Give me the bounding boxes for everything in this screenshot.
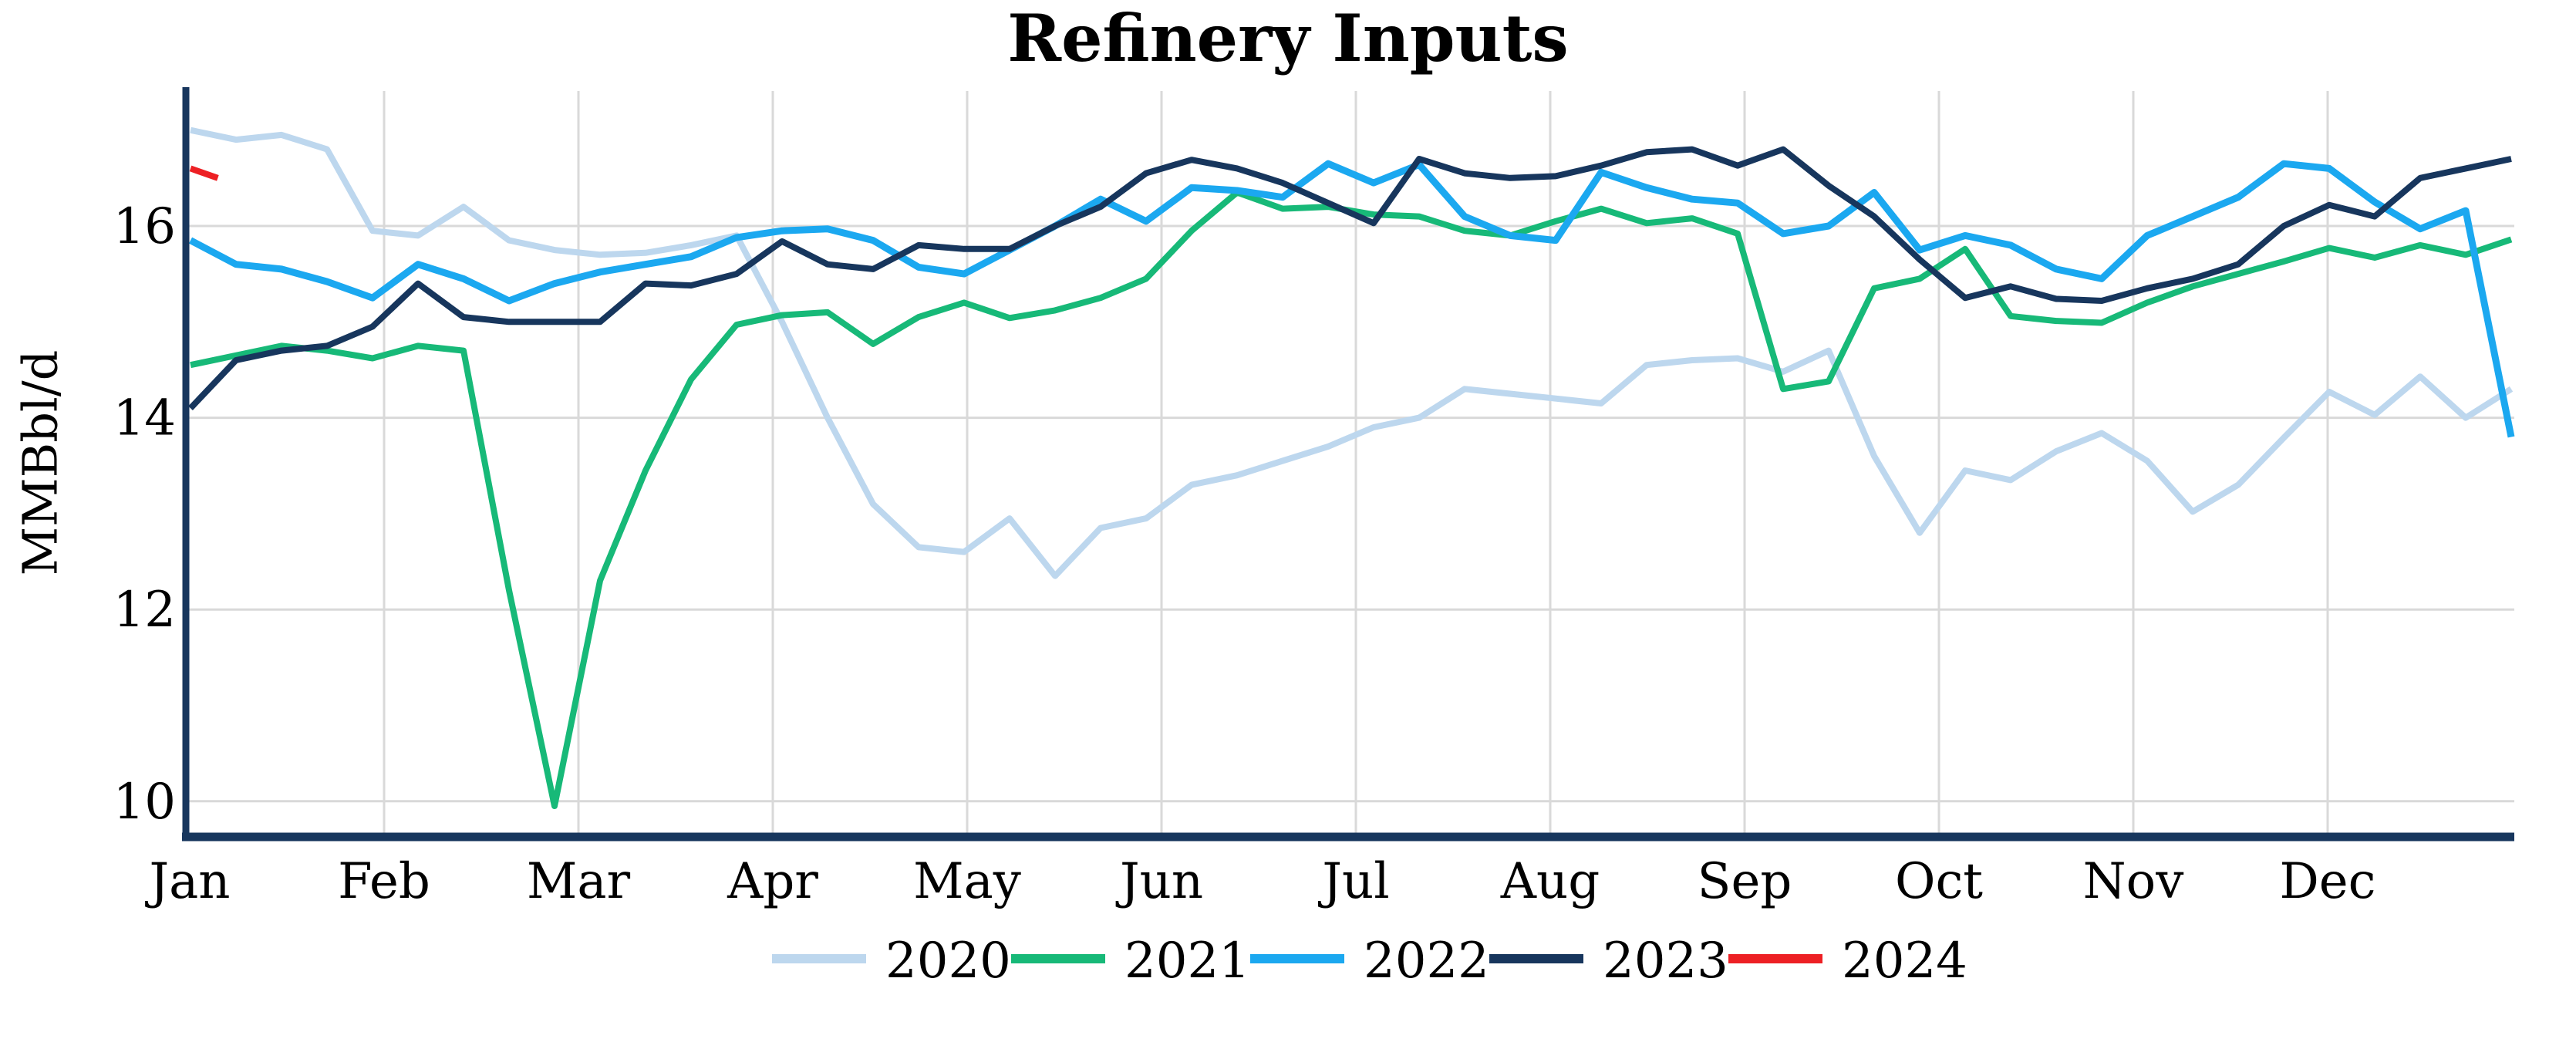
legend-swatch-2023: [1489, 954, 1583, 963]
x-tick-label-Sep: Sep: [1698, 853, 1792, 910]
y-tick-label-10: 10: [113, 774, 176, 831]
x-tick-label-Dec: Dec: [2279, 853, 2375, 910]
legend-swatch-2020: [772, 954, 866, 963]
x-tick-label-Apr: Apr: [727, 853, 818, 910]
y-tick-label-12: 12: [113, 582, 176, 639]
series-line-2024: [189, 165, 219, 181]
x-tick-label-Feb: Feb: [338, 853, 430, 910]
y-tick-label-14: 14: [113, 390, 176, 447]
legend-swatch-2021: [1011, 954, 1105, 963]
legend-swatch-2024: [1728, 954, 1822, 963]
x-tick-label-Jul: Jul: [1317, 853, 1389, 910]
y-tick-label-16: 16: [113, 198, 176, 255]
x-tick-label-Nov: Nov: [2083, 853, 2184, 910]
legend-label-2024: 2024: [1842, 933, 1967, 990]
legend-label-2023: 2023: [1603, 933, 1728, 990]
series-line-2020: [190, 126, 2514, 579]
legend-label-2021: 2021: [1124, 933, 1250, 990]
x-tick-label-Mar: Mar: [527, 853, 631, 910]
series-line-2022: [188, 160, 2515, 438]
x-tick-label-May: May: [913, 853, 1021, 910]
series-line-2023: [188, 146, 2512, 410]
x-tick-label-Jun: Jun: [1115, 853, 1203, 910]
x-tick-label-Oct: Oct: [1895, 853, 1983, 910]
legend-label-2020: 2020: [885, 933, 1011, 990]
chart-title: Refinery Inputs: [1007, 0, 1569, 76]
x-tick-label-Jan: Jan: [144, 853, 230, 910]
x-tick-label-Aug: Aug: [1500, 853, 1600, 910]
legend-label-2022: 2022: [1364, 933, 1489, 990]
legend-swatch-2022: [1250, 954, 1344, 963]
